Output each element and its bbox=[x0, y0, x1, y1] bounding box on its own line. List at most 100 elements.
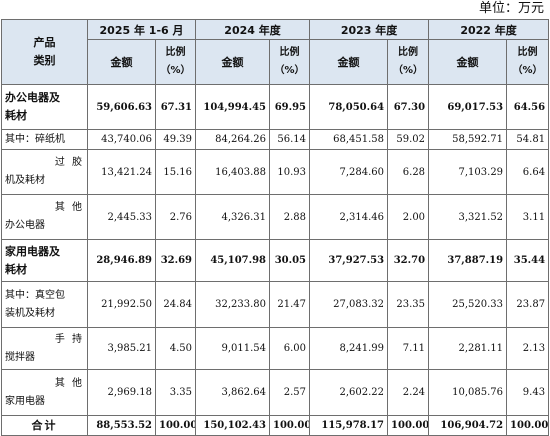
amount-cell: 28,946.89 bbox=[87, 239, 156, 282]
amount-cell: 3,862.64 bbox=[195, 369, 271, 416]
ratio-cell: 9.43 bbox=[506, 369, 550, 416]
amount-cell: 2,969.18 bbox=[87, 369, 156, 416]
table-row: 其 他家用电器 2,969.18 3.35 3,862.64 2.57 2,602.22 2… bbox=[1, 369, 550, 416]
amount-cell: 78,050.64 bbox=[309, 84, 389, 130]
amount-cell: 59,606.63 bbox=[87, 84, 156, 130]
row-label-line: 其 他 bbox=[54, 202, 84, 213]
amount-cell: 43,740.06 bbox=[87, 129, 156, 150]
ratio-cell: 6.64 bbox=[506, 149, 550, 195]
amount-cell: 104,994.45 bbox=[195, 84, 271, 130]
ratio-cell: 100.00 bbox=[506, 415, 550, 436]
amount-cell: 3,321.52 bbox=[428, 194, 508, 240]
amount-cell: 150,102.43 bbox=[195, 415, 271, 436]
row-label: 手 持搅拌器 bbox=[1, 327, 88, 370]
row-label-line: 耗材 bbox=[5, 262, 27, 276]
row-label-line: 搅拌器 bbox=[5, 351, 35, 363]
row-label: 过 胶机及耗材 bbox=[1, 149, 88, 195]
period-header: 2022 年度 bbox=[428, 19, 550, 40]
table-row: 手 持搅拌器 3,985.21 4.50 9,011.54 6.00 8,241.99 7.… bbox=[1, 327, 550, 370]
row-label-line: 办公电器 bbox=[5, 220, 45, 231]
amount-cell: 4,326.31 bbox=[195, 194, 271, 240]
amount-cell: 106,904.72 bbox=[428, 415, 508, 436]
category-header: 产品 类别 bbox=[1, 19, 88, 85]
ratio-cell: 2.13 bbox=[506, 327, 550, 370]
row-label-line: 其中：碎纸机 bbox=[5, 133, 65, 145]
amount-cell: 2,314.46 bbox=[309, 194, 389, 240]
ratio-cell: 7.11 bbox=[387, 327, 430, 370]
period-header: 2023 年度 bbox=[309, 19, 430, 40]
ratio-cell: 54.81 bbox=[506, 129, 550, 150]
ratio-cell: 3.11 bbox=[506, 194, 550, 240]
amount-cell: 16,403.88 bbox=[195, 149, 271, 195]
row-label-line: 装机及耗材 bbox=[5, 307, 55, 319]
period-header: 2024 年度 bbox=[195, 19, 311, 40]
amount-cell: 37,927.53 bbox=[309, 239, 389, 282]
row-label-line: 过 胶 bbox=[54, 157, 84, 168]
ratio-cell: 32.70 bbox=[387, 239, 430, 282]
ratio-cell: 67.31 bbox=[154, 84, 197, 130]
ratio-header: 比例 （%） bbox=[154, 39, 197, 85]
category-header-line2: 类别 bbox=[33, 54, 56, 67]
ratio-cell: 24.84 bbox=[154, 281, 197, 328]
table-row: 过 胶机及耗材 13,421.24 15.16 16,403.88 10.93 7,284… bbox=[1, 149, 550, 195]
ratio-cell: 100.00 bbox=[387, 415, 430, 436]
amount-cell: 3,985.21 bbox=[87, 327, 156, 370]
period-header: 2025 年 1-6 月 bbox=[86, 19, 197, 40]
amount-header: 金额 bbox=[309, 39, 389, 85]
ratio-cell: 67.30 bbox=[387, 84, 430, 130]
amount-cell: 9,011.54 bbox=[195, 327, 271, 370]
row-label-line: 其中：真空包 bbox=[5, 289, 65, 301]
ratio-header: 比例 （%） bbox=[387, 39, 430, 85]
ratio-cell: 2.24 bbox=[387, 369, 430, 416]
ratio-cell: 10.93 bbox=[269, 149, 311, 195]
table-row: 合计 88,553.52 100.00 150,102.43 100.00 115,978… bbox=[1, 415, 550, 436]
ratio-cell: 6.28 bbox=[387, 149, 430, 195]
row-label-line: 其 他 bbox=[54, 377, 84, 389]
ratio-cell: 30.05 bbox=[269, 239, 311, 282]
row-label-line: 机及耗材 bbox=[5, 175, 45, 186]
table-row: 其中：碎纸机 43,740.06 49.39 84,264.26 56.14 68,451… bbox=[1, 129, 550, 150]
category-header-line1: 产品 bbox=[33, 36, 56, 49]
table-row: 其中：真空包 装机及耗材 21,992.50 24.84 32,233.80 21.47 2… bbox=[1, 281, 550, 328]
row-label-line: 家用电器及 bbox=[5, 244, 60, 258]
amount-header: 金额 bbox=[428, 39, 508, 85]
amount-cell: 7,284.60 bbox=[309, 149, 389, 195]
row-label: 其中：真空包 装机及耗材 bbox=[1, 281, 88, 328]
ratio-cell: 69.95 bbox=[269, 84, 311, 130]
ratio-cell: 21.47 bbox=[269, 281, 311, 328]
ratio-cell: 35.44 bbox=[506, 239, 550, 282]
ratio-cell: 23.87 bbox=[506, 281, 550, 328]
row-label-line: 办公电器及 bbox=[5, 91, 60, 104]
ratio-cell: 56.14 bbox=[269, 129, 311, 150]
row-label: 其中：碎纸机 bbox=[1, 129, 88, 150]
amount-cell: 7,103.29 bbox=[428, 149, 508, 195]
table-row: 家用电器及 耗材 28,946.89 32.69 45,107.98 30.05 37,92… bbox=[1, 239, 550, 282]
ratio-cell: 15.16 bbox=[154, 149, 197, 195]
ratio-cell: 49.39 bbox=[154, 129, 197, 150]
amount-cell: 58,592.71 bbox=[428, 129, 508, 150]
ratio-cell: 100.00 bbox=[154, 415, 197, 436]
amount-cell: 2,602.22 bbox=[309, 369, 389, 416]
amount-cell: 2,445.33 bbox=[87, 194, 156, 240]
ratio-cell: 64.56 bbox=[506, 84, 550, 130]
ratio-cell: 2.57 bbox=[269, 369, 311, 416]
amount-cell: 88,553.52 bbox=[87, 415, 156, 436]
ratio-cell: 59.02 bbox=[387, 129, 430, 150]
table-row: 办公电器及 耗材 59,606.63 67.31 104,994.45 69.95 78,0… bbox=[1, 84, 550, 130]
amount-cell: 32,233.80 bbox=[195, 281, 271, 328]
row-label: 家用电器及 耗材 bbox=[1, 239, 88, 282]
amount-cell: 45,107.98 bbox=[195, 239, 271, 282]
amount-cell: 27,083.32 bbox=[309, 281, 389, 328]
ratio-header: 比例 （%） bbox=[269, 39, 311, 85]
amount-cell: 84,264.26 bbox=[195, 129, 271, 150]
ratio-cell: 100.00 bbox=[269, 415, 311, 436]
amount-cell: 2,281.11 bbox=[428, 327, 508, 370]
row-label-line: 合计 bbox=[31, 418, 58, 432]
ratio-cell: 23.35 bbox=[387, 281, 430, 328]
revenue-table: 产品 类别 2025 年 1-6 月 2024 年度 2023 年度 2022 … bbox=[1, 19, 550, 436]
amount-header: 金额 bbox=[87, 39, 156, 85]
amount-cell: 10,085.76 bbox=[428, 369, 508, 416]
ratio-cell: 4.50 bbox=[154, 327, 197, 370]
ratio-cell: 32.69 bbox=[154, 239, 197, 282]
unit-label: 单位：万元 bbox=[478, 1, 544, 16]
